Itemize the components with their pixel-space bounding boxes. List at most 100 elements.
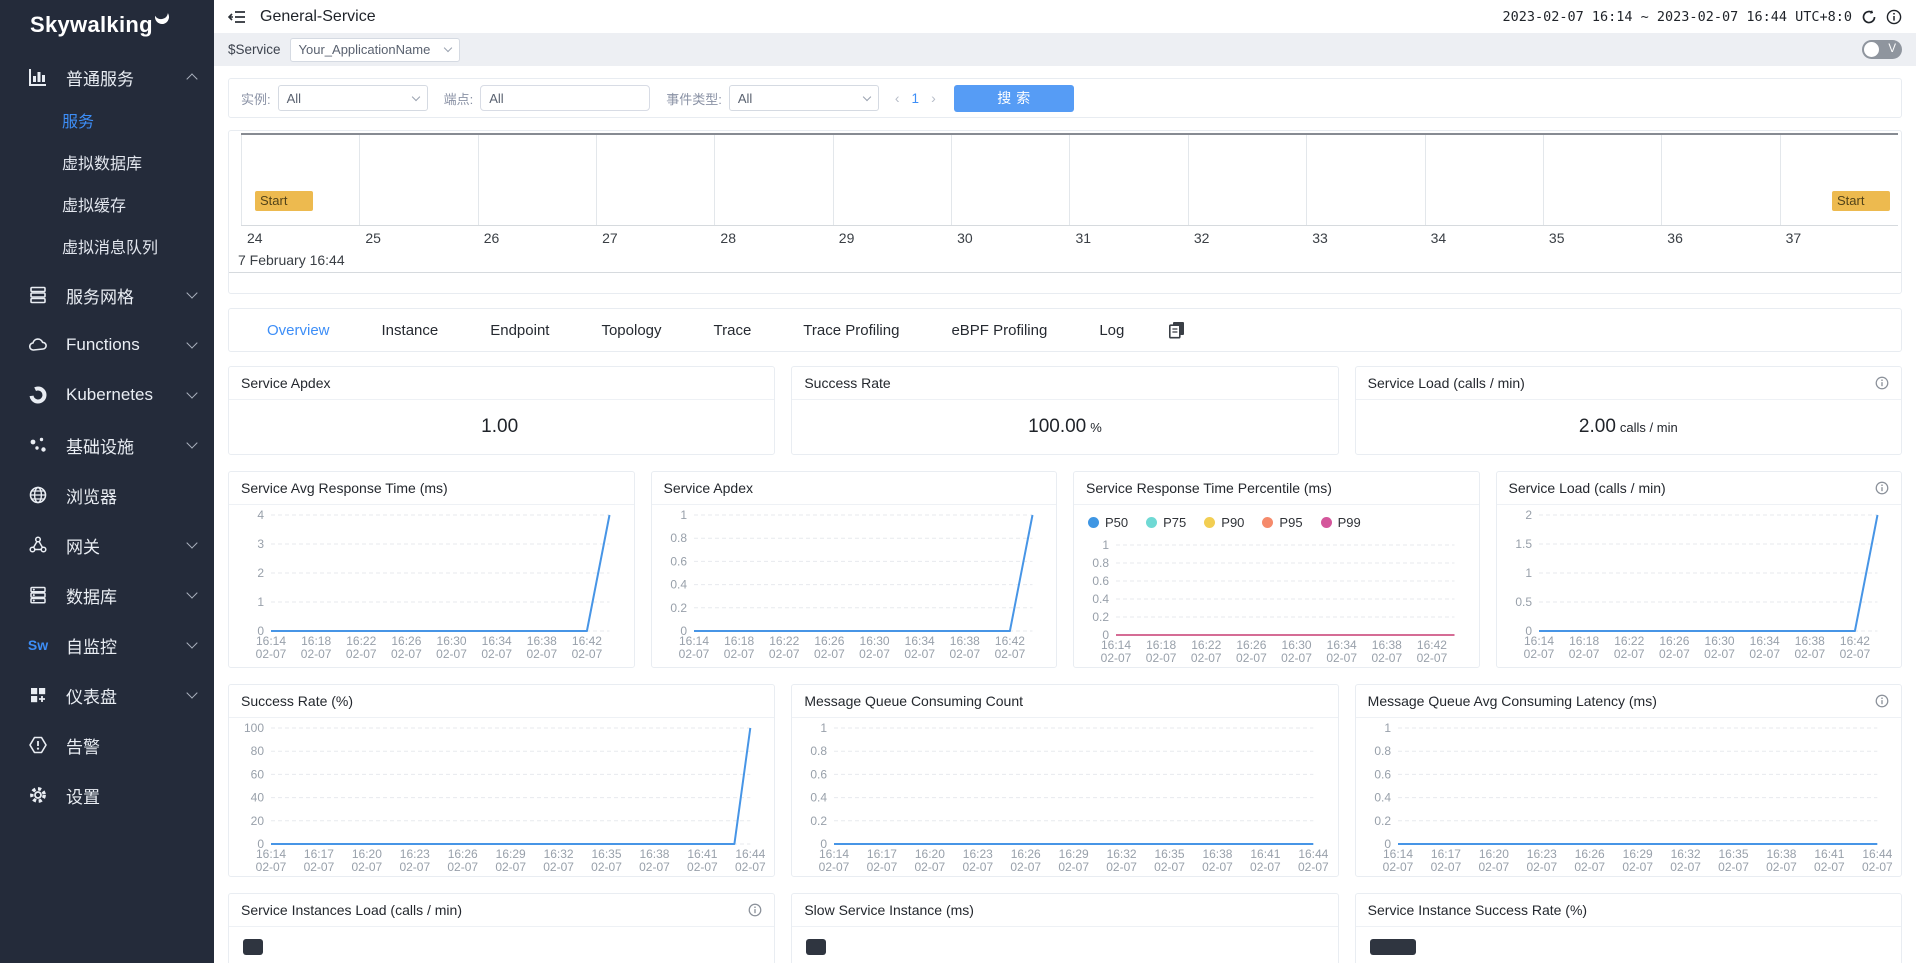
sidebar-item-alarm[interactable]: 告警 xyxy=(0,720,214,770)
sidebar-item-browser[interactable]: 浏览器 xyxy=(0,470,214,520)
svg-text:16:38: 16:38 xyxy=(527,634,557,648)
svg-text:16:35: 16:35 xyxy=(1155,847,1185,861)
timeline-tick-label: 36 xyxy=(1667,230,1683,246)
sidebar-item-functions[interactable]: Functions xyxy=(0,320,214,370)
timeline-column[interactable] xyxy=(1661,135,1779,225)
line-chart-canvas[interactable]: 21.510.5016:1402-0716:1802-0716:2202-071… xyxy=(1499,507,1896,663)
tab-ebpf-profiling[interactable]: eBPF Profiling xyxy=(951,321,1048,339)
event-start-badge[interactable]: Start xyxy=(1832,191,1890,211)
line-chart-canvas[interactable]: 10.80.60.40.2016:1402-0716:1802-0716:220… xyxy=(1076,537,1473,667)
tab-instance[interactable]: Instance xyxy=(381,321,439,339)
sidebar-item-service-mesh[interactable]: 服务网格 xyxy=(0,270,214,320)
svg-text:02-07: 02-07 xyxy=(867,860,898,874)
line-chart-canvas[interactable]: 10.80.60.40.2016:1402-0716:1802-0716:220… xyxy=(654,507,1051,663)
info-icon[interactable] xyxy=(1875,481,1889,495)
line-chart-canvas[interactable]: 4321016:1402-0716:1802-0716:2202-0716:26… xyxy=(231,507,628,663)
alarm-icon xyxy=(27,735,49,755)
svg-text:02-07: 02-07 xyxy=(1794,647,1825,661)
timeline-tick-label: 35 xyxy=(1548,230,1565,246)
sidebar-subitem-virtual-database[interactable]: 虚拟数据库 xyxy=(62,156,143,173)
version-toggle[interactable]: V xyxy=(1862,40,1902,59)
refresh-icon[interactable] xyxy=(1861,9,1877,25)
line-chart-canvas[interactable]: 10.80.60.40.2016:1402-0716:1702-0716:200… xyxy=(794,720,1331,876)
timeline-column[interactable] xyxy=(832,135,951,225)
legend-item[interactable]: P90 xyxy=(1204,515,1244,530)
legend-item[interactable]: P99 xyxy=(1320,515,1361,530)
chart-card-slow-service-instance: Slow Service Instance (ms) xyxy=(791,893,1339,963)
timeline-column[interactable] xyxy=(1306,135,1424,225)
metric-card-service-load: Service Load (calls / min) 2.00 calls / m… xyxy=(1354,366,1902,455)
card-title: Service Apdex xyxy=(241,375,331,391)
sidebar-item-general-services[interactable]: 普通服务 xyxy=(0,52,214,102)
svg-text:16:26: 16:26 xyxy=(1574,847,1604,861)
tab-log[interactable]: Log xyxy=(1099,321,1125,339)
tab-trace-profiling[interactable]: Trace Profiling xyxy=(803,321,900,339)
tab-endpoint[interactable]: Endpoint xyxy=(490,321,550,339)
chevron-down-icon xyxy=(186,337,198,349)
sidebar-item-database[interactable]: 数据库 xyxy=(0,570,214,620)
tab-overview[interactable]: Overview xyxy=(267,321,330,339)
event-start-badge[interactable]: Start xyxy=(255,191,313,211)
page-number[interactable]: 1 xyxy=(911,90,920,106)
tab-trace[interactable]: Trace xyxy=(713,321,752,339)
chart-title: Slow Service Instance (ms) xyxy=(804,902,974,918)
sidebar-item-gateway[interactable]: 网关 xyxy=(0,520,214,570)
timeline-axis: 24 25 26 27 28 29 30 31 32 33 34 35 36 37 xyxy=(241,225,1898,249)
line-chart-canvas[interactable]: 10080604020016:1402-0716:1702-0716:2002-… xyxy=(231,720,768,876)
timeline-column[interactable] xyxy=(359,135,477,225)
time-range-picker[interactable]: 2023-02-07 16:14 ~ 2023-02-07 16:44 UTC+… xyxy=(1502,8,1853,25)
timeline-column[interactable] xyxy=(714,135,832,225)
legend-dot-icon xyxy=(1262,516,1274,528)
timeline-column[interactable] xyxy=(1542,135,1661,225)
svg-text:16:38: 16:38 xyxy=(1766,847,1796,861)
event-type-filter-select[interactable]: All xyxy=(728,85,879,111)
sidebar-subitem-services[interactable]: 服务 xyxy=(62,114,95,131)
timeline-column[interactable] xyxy=(1069,135,1187,225)
sidebar-item-kubernetes[interactable]: Kubernetes xyxy=(0,370,214,420)
timeline-column[interactable] xyxy=(596,135,714,225)
sidebar-item-settings[interactable]: 设置 xyxy=(0,770,214,820)
page-next-button[interactable]: › xyxy=(931,90,936,106)
service-select[interactable]: Your_ApplicationName xyxy=(289,37,460,62)
line-chart-canvas[interactable]: 10.80.60.40.2016:1402-0716:1702-0716:200… xyxy=(1358,720,1895,876)
tab-topology[interactable]: Topology xyxy=(601,321,662,339)
legend-item[interactable]: P50 xyxy=(1088,515,1128,530)
sidebar-item-dashboards[interactable]: 仪表盘 xyxy=(0,670,214,720)
info-icon[interactable] xyxy=(1886,9,1902,25)
event-timeline-grid[interactable]: Start Start xyxy=(241,133,1898,225)
sidebar-item-label: 设置 xyxy=(66,787,100,807)
svg-text:16:20: 16:20 xyxy=(1479,847,1509,861)
copy-pages-icon[interactable] xyxy=(1168,321,1185,339)
info-icon[interactable] xyxy=(1875,694,1889,708)
info-icon[interactable] xyxy=(748,903,762,917)
svg-text:16:14: 16:14 xyxy=(256,847,286,861)
sidebar-subitem-virtual-cache[interactable]: 虚拟缓存 xyxy=(62,198,127,215)
chevron-down-icon xyxy=(186,437,198,449)
timeline-column[interactable] xyxy=(477,135,596,225)
metric-value: 2.00 xyxy=(1578,416,1616,437)
timeline-column[interactable] xyxy=(241,135,359,225)
svg-text:16:14: 16:14 xyxy=(1101,638,1131,652)
svg-text:02-07: 02-07 xyxy=(1371,651,1402,665)
sidebar-item-self-observability[interactable]: Sw 自监控 xyxy=(0,620,214,670)
chevron-down-icon xyxy=(186,537,198,549)
search-button[interactable]: 搜索 xyxy=(953,84,1074,112)
endpoint-filter-input[interactable] xyxy=(480,85,651,111)
info-icon[interactable] xyxy=(1875,376,1889,390)
svg-text:16:30: 16:30 xyxy=(437,634,467,648)
page-prev-button[interactable]: ‹ xyxy=(894,90,900,106)
timeline-column[interactable] xyxy=(1187,135,1306,225)
timeline-column[interactable] xyxy=(951,135,1069,225)
page-title: General-Service xyxy=(260,7,376,25)
timeline-column[interactable] xyxy=(1424,135,1543,225)
legend-item[interactable]: P95 xyxy=(1262,515,1303,530)
sidebar-subitem-virtual-mq[interactable]: 虚拟消息队列 xyxy=(62,240,159,257)
legend-item[interactable]: P75 xyxy=(1146,515,1186,530)
metric-unit: calls / min xyxy=(1619,419,1678,435)
legend-label: P75 xyxy=(1163,514,1187,530)
instance-filter-select[interactable]: All xyxy=(277,85,428,111)
metric-value: 100.00 xyxy=(1028,416,1087,437)
sidebar-item-infrastructure[interactable]: 基础设施 xyxy=(0,420,214,470)
timeline-column[interactable] xyxy=(1779,135,1898,225)
collapse-sidebar-icon[interactable] xyxy=(228,9,246,25)
